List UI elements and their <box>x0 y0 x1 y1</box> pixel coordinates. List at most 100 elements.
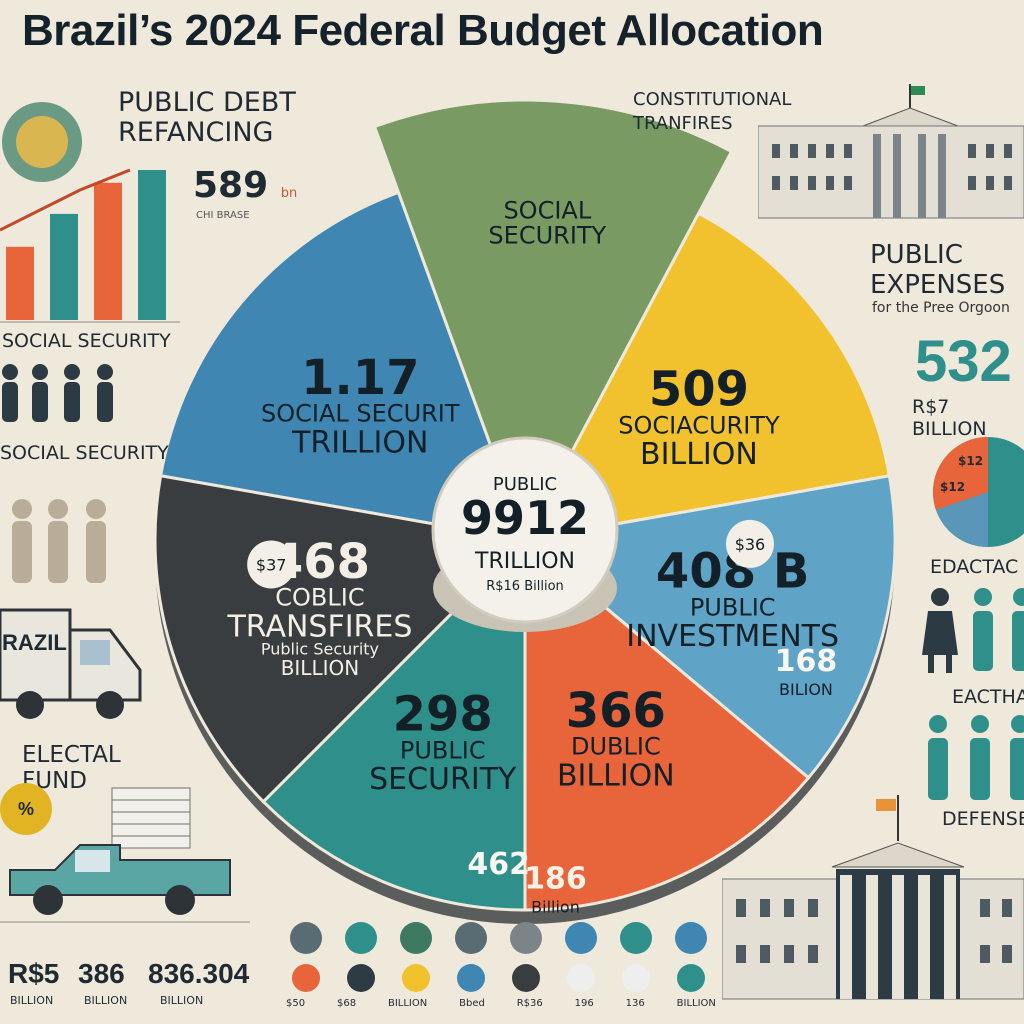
bottom-icon-label: BILLION <box>676 998 716 1009</box>
mini-pie-label-2: $12 <box>940 480 966 494</box>
pie-slice <box>261 536 527 912</box>
education-label-2: EACTHAR <box>952 686 1024 708</box>
government-building-icon <box>758 84 1024 219</box>
page-title: Brazil’s 2024 Federal Budget Allocation <box>22 6 824 55</box>
slice-value: 1.17 <box>301 350 419 406</box>
electoral-fund-label: ELECTAL FUND <box>22 742 121 794</box>
people-icons-row-1 <box>2 364 113 422</box>
left-bar <box>138 170 166 320</box>
left-decor <box>0 102 180 323</box>
public-expenses-value: 532 <box>915 329 1012 394</box>
money-icon <box>345 922 377 954</box>
bottom-icon-label: Bbed <box>459 998 485 1009</box>
public-expenses-unit: R$7 BILLION <box>912 396 987 440</box>
slice-title: DUBLIC <box>571 733 661 761</box>
bottom-value-3: 836.304 <box>148 958 250 989</box>
slice-subtitle: Public Security <box>261 640 379 659</box>
slice-title: INVESTMENTS <box>626 619 839 654</box>
pie-slice <box>153 474 529 804</box>
bottom-icon-label: 136 <box>625 998 645 1009</box>
bottom-value-2: 386 <box>78 958 125 989</box>
public-expenses-sub: for the Pree Orgoon <box>872 300 1010 316</box>
hand-coin-icon <box>510 922 542 954</box>
center-value: 9912 <box>461 491 589 545</box>
building-icon <box>565 922 597 954</box>
slice-title: BILLION <box>557 758 675 793</box>
slice-title: PUBLIC <box>690 593 776 621</box>
slice-title: TRILLION <box>291 425 428 460</box>
center-label: PUBLIC <box>493 474 557 495</box>
slice-extra-value: 186 <box>524 862 587 897</box>
person-icon <box>455 922 487 954</box>
left-bar <box>94 182 122 320</box>
slice-value: 298 <box>393 687 493 743</box>
bottom-icon-label: 196 <box>574 998 594 1009</box>
slice-badge-label: $37 <box>256 555 287 574</box>
slice-extra-value: 168 <box>775 644 838 679</box>
slice-badge <box>247 540 296 589</box>
education-label-1: EDACTAC <box>930 556 1019 578</box>
slice-unit: BILLION <box>281 656 360 680</box>
slice-title: SOCIAL SECURIT <box>261 399 460 427</box>
center-unit: TRILLION <box>474 549 575 574</box>
pie-slice <box>523 536 811 912</box>
bottom-unit-2: BILLION <box>84 994 128 1007</box>
bottom-icon-label: $50 <box>286 998 306 1009</box>
public-expenses-label: PUBLIC EXPENSES <box>870 240 1006 300</box>
mini-pie-icon <box>932 437 1024 547</box>
bottom-icon-label: R$36 <box>516 998 543 1009</box>
debt-title: PUBLIC DEBT REFANCING <box>118 87 296 148</box>
truck-label: RAZIL <box>2 630 67 655</box>
slice-extra-value: 462 <box>467 847 530 882</box>
pie-slice <box>158 190 528 542</box>
slice-extra-unit: Billion <box>531 898 580 917</box>
slice-title: TRANSFIRES <box>226 609 412 644</box>
bottom-unit-1: BILLION <box>10 994 54 1007</box>
congress-building-icon <box>722 795 1024 1000</box>
slice-title: SECURITY <box>488 222 606 250</box>
truck-small-icon <box>675 922 707 954</box>
bottom-icon-label: $68 <box>336 998 357 1009</box>
slice-value: 366 <box>566 683 666 739</box>
center-disc <box>431 436 619 624</box>
bottom-icon-label: BILLION <box>387 998 428 1009</box>
bottom-icon-labels: $50 $68 BILLION Bbed R$36 196 136 BILLIO… <box>286 998 716 1009</box>
bottom-icon-row <box>290 922 707 954</box>
bottom-value-1: R$5 <box>8 958 60 989</box>
bottom-icon-row-2 <box>292 964 705 992</box>
left-bar <box>6 246 34 320</box>
social-security-label-2: SOCIAL SECURITY <box>0 442 169 464</box>
pickup-truck-icon <box>0 787 250 923</box>
slice-title: COBLIC <box>275 583 364 611</box>
debt-value: 589 bn <box>193 165 298 206</box>
center-sub: R$16 Billion <box>486 579 564 594</box>
social-security-label-1: SOCIAL SECURITY <box>2 330 171 352</box>
leaf-icon <box>400 922 432 954</box>
slice-value: 509 <box>649 362 749 418</box>
mini-pie-label-1: $12 <box>958 454 984 468</box>
left-bar <box>50 213 78 320</box>
bottom-unit-3: BILLION <box>160 994 204 1007</box>
defense-label: DEFENSE <box>942 808 1024 830</box>
slice-title: PUBLIC <box>400 736 486 764</box>
slice-title: SOCIACURITY <box>618 411 780 439</box>
people-icons-education <box>922 588 1024 673</box>
electoral-percent-icon: % <box>0 783 52 835</box>
hand-icon <box>290 922 322 954</box>
slice-title: SECURITY <box>369 762 517 797</box>
slice-title: SOCIAL <box>503 196 591 224</box>
people-icons-defense <box>928 715 1024 800</box>
people-icons-row-2 <box>12 499 106 583</box>
trend-line <box>0 168 131 232</box>
pie-slice <box>372 98 734 544</box>
pie-slice <box>522 211 892 543</box>
slice-badge <box>725 519 774 568</box>
slice-badge-label: $36 <box>735 535 766 554</box>
slice-extra-unit: BILION <box>779 680 833 699</box>
pie-slice <box>521 474 897 780</box>
debt-subtitle: CHI BRASE <box>196 210 250 221</box>
slice-title: BILLION <box>640 437 758 472</box>
scale-icon <box>620 922 652 954</box>
constitutional-transfers-label: CONSTITUTIONAL TRANFIRES <box>633 89 792 134</box>
